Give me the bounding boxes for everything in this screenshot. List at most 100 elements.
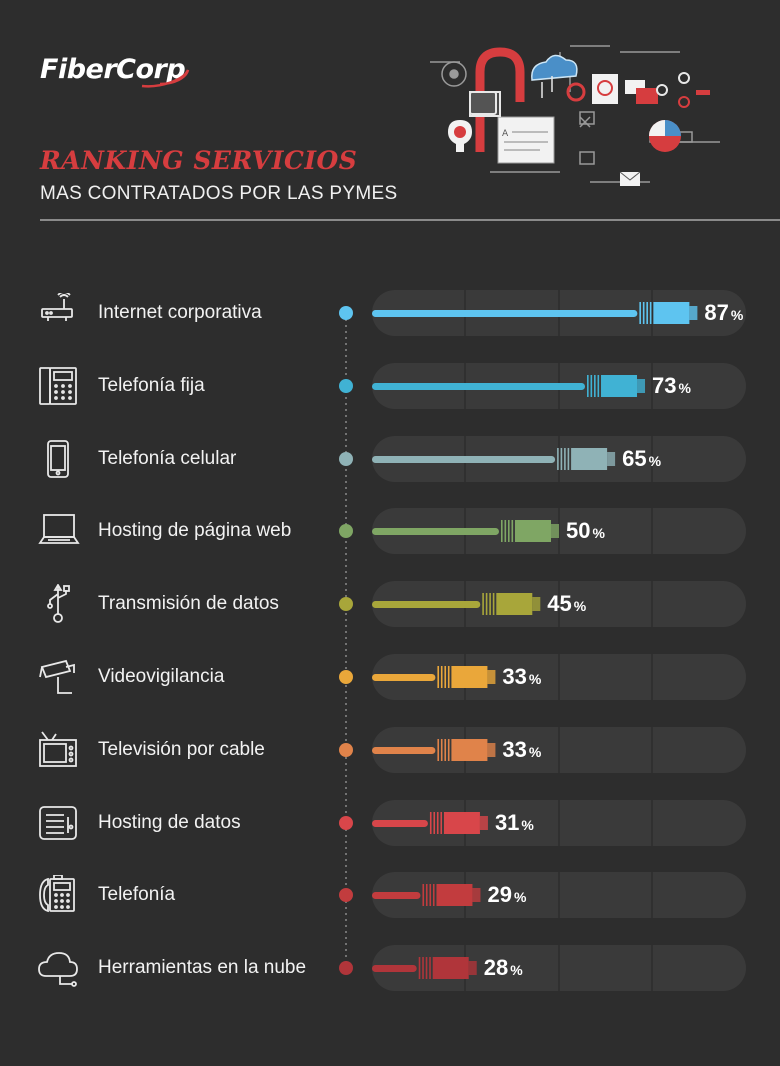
value-label: 33% xyxy=(502,737,541,763)
connector-ridge xyxy=(447,738,450,761)
timeline-dot xyxy=(339,378,353,393)
value-number: 33 xyxy=(502,664,527,689)
connector-ridge xyxy=(444,738,447,761)
cloud-icon xyxy=(38,952,78,988)
connector-ridge xyxy=(642,302,645,324)
phone-icon xyxy=(39,875,75,913)
bar-graphic xyxy=(372,581,653,628)
connector-ridge xyxy=(429,957,431,980)
bar-connector xyxy=(443,811,480,834)
bar-cable xyxy=(372,892,421,900)
bar-cable xyxy=(372,965,417,973)
value-unit: % xyxy=(513,889,527,906)
page-title: RANKING SERVICIOS xyxy=(40,146,358,175)
value-label: 50% xyxy=(566,518,605,544)
value-label: 33% xyxy=(502,664,541,690)
bar-graphic xyxy=(372,654,653,700)
bar-cable xyxy=(372,674,436,681)
connector-tip xyxy=(468,961,477,976)
bar-graphic xyxy=(372,435,653,482)
category-label: Internet corporativa xyxy=(98,302,262,323)
value-unit: % xyxy=(528,743,542,760)
connector-ridge xyxy=(557,447,559,470)
category-label: Hosting de página web xyxy=(98,520,292,542)
value-label: 65% xyxy=(622,446,661,472)
bar-graphic xyxy=(372,508,653,555)
connector-ridge xyxy=(432,884,435,907)
timeline-dot xyxy=(339,524,353,539)
bar-connector xyxy=(451,738,488,761)
timeline-dot xyxy=(339,961,353,976)
connector-tip xyxy=(551,524,559,539)
value-unit: % xyxy=(521,816,534,833)
bar-graphic xyxy=(372,362,653,409)
tv-icon xyxy=(39,731,77,767)
logo-swoosh-icon xyxy=(141,69,190,88)
value-label: 87% xyxy=(704,300,743,326)
value-label: 29% xyxy=(487,882,526,908)
value-unit: % xyxy=(528,671,542,687)
connector-ridge xyxy=(492,593,495,616)
connector-tip xyxy=(637,378,646,393)
value-number: 33 xyxy=(502,736,527,762)
timeline-dot xyxy=(339,815,353,830)
connector-ridge xyxy=(590,374,593,397)
fibercorp-logo: FiberCorp xyxy=(40,54,186,85)
connector-ridge xyxy=(440,811,443,834)
connector-ridge xyxy=(482,593,484,616)
svg-text:A: A xyxy=(502,129,509,139)
usb-icon xyxy=(47,584,70,624)
connector-ridge xyxy=(422,884,425,907)
connector-ridge xyxy=(504,520,507,543)
connector-ridge xyxy=(429,811,432,834)
bar-cable xyxy=(372,455,556,463)
value-number: 31 xyxy=(494,809,520,835)
security-camera-icon xyxy=(39,659,75,694)
value-unit: % xyxy=(573,598,587,615)
connector-tip xyxy=(689,306,698,320)
value-number: 50 xyxy=(566,518,591,544)
bar-connector xyxy=(496,593,533,616)
value-unit: % xyxy=(648,452,662,469)
page-subtitle: MAS CONTRATADOS POR LAS PYMES xyxy=(40,183,398,204)
category-label: Telefonía celular xyxy=(98,447,237,469)
bar-connector xyxy=(515,520,551,543)
mobile-phone-icon xyxy=(47,439,69,478)
value-unit: % xyxy=(592,525,605,542)
timeline-dot xyxy=(339,451,353,466)
value-label: 45% xyxy=(547,591,586,617)
timeline-dot xyxy=(339,597,353,612)
connector-tip xyxy=(472,888,481,903)
connector-tip xyxy=(479,815,488,830)
laptop-icon xyxy=(38,514,80,545)
category-label: Transmisión de datos xyxy=(98,593,279,615)
connector-ridge xyxy=(639,302,641,324)
connector-ridge xyxy=(444,666,447,688)
header-divider xyxy=(40,219,780,221)
bar-connector xyxy=(601,374,638,397)
category-label: Televisión por cable xyxy=(98,738,265,760)
value-unit: % xyxy=(678,379,691,396)
connector-ridge xyxy=(418,957,421,980)
bar-connector xyxy=(571,447,608,470)
connector-tip xyxy=(487,670,496,684)
connector-ridge xyxy=(560,447,563,470)
timeline-dot xyxy=(339,742,353,757)
connector-ridge xyxy=(429,884,432,907)
value-number: 28 xyxy=(483,955,509,981)
connector-ridge xyxy=(447,666,450,688)
connector-ridge xyxy=(567,447,570,470)
value-label: 28% xyxy=(484,955,523,981)
connector-ridge xyxy=(440,666,443,688)
bar-graphic xyxy=(372,945,653,992)
connector-ridge xyxy=(437,666,440,688)
value-number: 73 xyxy=(652,372,677,398)
connector-ridge xyxy=(646,302,648,324)
connector-ridge xyxy=(594,374,596,397)
connector-ridge xyxy=(440,738,443,761)
connector-ridge xyxy=(511,520,514,543)
connector-tip xyxy=(487,742,496,757)
bar-graphic xyxy=(372,872,653,919)
category-label: Telefonía xyxy=(98,884,176,906)
